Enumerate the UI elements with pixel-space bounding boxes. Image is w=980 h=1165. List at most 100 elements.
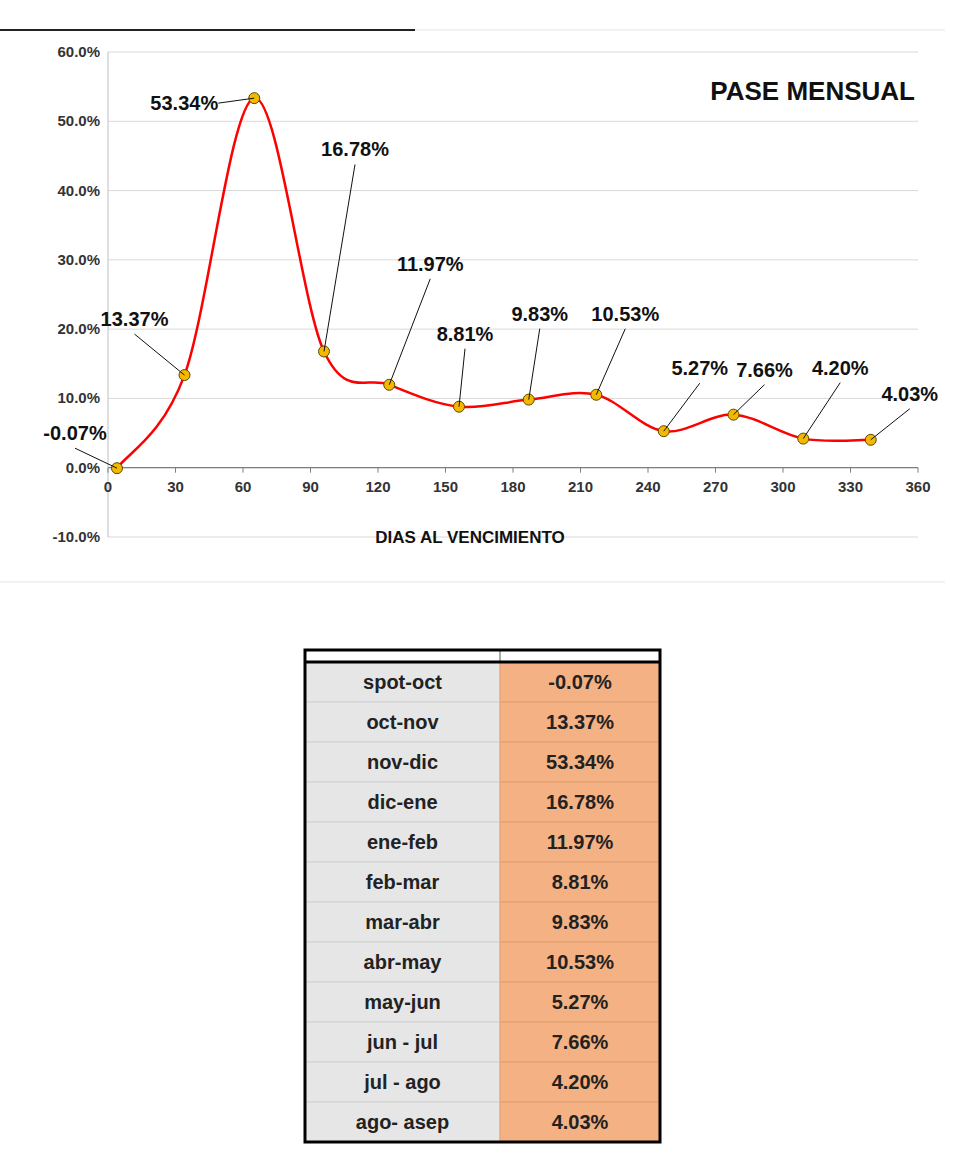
table-cell-bg (305, 942, 500, 982)
x-tick (108, 468, 109, 473)
labels-group: -0.07%13.37%53.34%16.78%11.97%8.81%9.83%… (43, 92, 938, 468)
leader-line (218, 98, 254, 103)
leader-line (324, 164, 355, 351)
table-cell-bg (305, 782, 500, 822)
table-cell-bg (500, 862, 660, 902)
y-tick-label: 20.0% (57, 320, 100, 337)
data-label: 8.81% (437, 323, 494, 345)
x-tick-label: 180 (500, 478, 525, 495)
top-rule (0, 29, 415, 31)
y-tick-label: 30.0% (57, 251, 100, 268)
x-tick (580, 468, 581, 473)
table-cell-bg (500, 1062, 660, 1102)
table-cell-bg (305, 982, 500, 1022)
x-tick (715, 468, 716, 473)
table-cell: oct-nov (366, 711, 439, 733)
table-cell: 16.78% (546, 791, 614, 813)
table-cell: 11.97% (547, 831, 614, 853)
bottom-rule-light (0, 582, 945, 583)
table-cell-bg (500, 1102, 660, 1142)
canvas: -10.0%0.0%10.0%20.0%30.0%40.0%50.0%60.0%… (0, 0, 980, 1165)
table-cell-bg (500, 942, 660, 982)
data-line (117, 98, 871, 468)
x-tick-label: 330 (838, 478, 863, 495)
leader-line (871, 409, 910, 440)
grid-line (108, 259, 918, 260)
table-cell-bg (500, 742, 660, 782)
table-cell-bg (305, 702, 500, 742)
table-cell-bg (500, 702, 660, 742)
table-cell-bg (305, 902, 500, 942)
table-cell-bg (500, 1022, 660, 1062)
table-cell-bg (305, 662, 500, 702)
table-cell-bg (305, 742, 500, 782)
data-label: 13.37% (101, 308, 169, 330)
table-cell: ene-feb (367, 831, 438, 853)
x-tick (513, 468, 514, 473)
y-tick-label: 50.0% (57, 112, 100, 129)
table-header-row (305, 650, 660, 662)
chart-title: PASE MENSUAL (710, 76, 915, 106)
x-tick-label: 360 (905, 478, 930, 495)
table-cell-bg (305, 862, 500, 902)
table-cell: -0.07% (548, 671, 612, 693)
table-cell: feb-mar (366, 871, 440, 893)
x-tick (850, 468, 851, 473)
x-tick (918, 468, 919, 473)
grid-line (108, 398, 918, 399)
grid-line (108, 329, 918, 330)
table-cell: dic-ene (367, 791, 437, 813)
x-tick (243, 468, 244, 473)
table-cell: abr-may (364, 951, 443, 973)
data-label: 5.27% (671, 357, 728, 379)
table-cell-bg (500, 662, 660, 702)
grid-line (108, 52, 918, 53)
data-label: 7.66% (736, 359, 793, 381)
data-label: 53.34% (150, 92, 218, 114)
table-cell: jul - ago (363, 1071, 441, 1093)
table-cell: 4.03% (552, 1111, 609, 1133)
leader-line (459, 349, 465, 407)
data-label: 10.53% (591, 303, 659, 325)
data-label: 4.20% (812, 357, 869, 379)
table-cell: ago- asep (356, 1111, 449, 1133)
table-cell-bg (500, 822, 660, 862)
table-cell-bg (500, 902, 660, 942)
table-cell: mar-abr (365, 911, 440, 933)
data-label: 16.78% (321, 138, 389, 160)
leader-line (664, 383, 700, 431)
table-cell: nov-dic (367, 751, 438, 773)
x-tick (175, 468, 176, 473)
table-cell-bg (500, 982, 660, 1022)
leader-line (529, 329, 540, 400)
y-tick-label: 10.0% (57, 389, 100, 406)
x-tick-label: 30 (167, 478, 184, 495)
leader-line (734, 385, 765, 415)
leader-line (389, 279, 430, 385)
table-cell: 53.34% (546, 751, 614, 773)
x-tick-label: 270 (703, 478, 728, 495)
x-tick-label: 90 (302, 478, 319, 495)
grid-line (108, 190, 918, 191)
data-label: -0.07% (43, 422, 107, 444)
x-tick-label: 60 (235, 478, 252, 495)
leader-line (75, 448, 117, 468)
plot-group (112, 93, 877, 474)
y-tick-label: 60.0% (57, 43, 100, 60)
table-cell: 10.53% (546, 951, 614, 973)
table-divider (500, 650, 501, 662)
data-label: 11.97% (397, 253, 464, 275)
table-cell-bg (305, 1062, 500, 1102)
top-rule-light (415, 30, 945, 31)
x-tick-label: 300 (770, 478, 795, 495)
table-cell-bg (500, 782, 660, 822)
leader-line (135, 334, 185, 375)
x-tick (378, 468, 379, 473)
grid-line (108, 121, 918, 122)
table: spot-oct-0.07%oct-nov13.37%nov-dic53.34%… (305, 650, 660, 1142)
x-tick-label: 120 (365, 478, 390, 495)
x-tick (445, 468, 446, 473)
table-cell: may-jun (364, 991, 441, 1013)
table-cell: 8.81% (552, 871, 609, 893)
leader-line (803, 383, 840, 439)
